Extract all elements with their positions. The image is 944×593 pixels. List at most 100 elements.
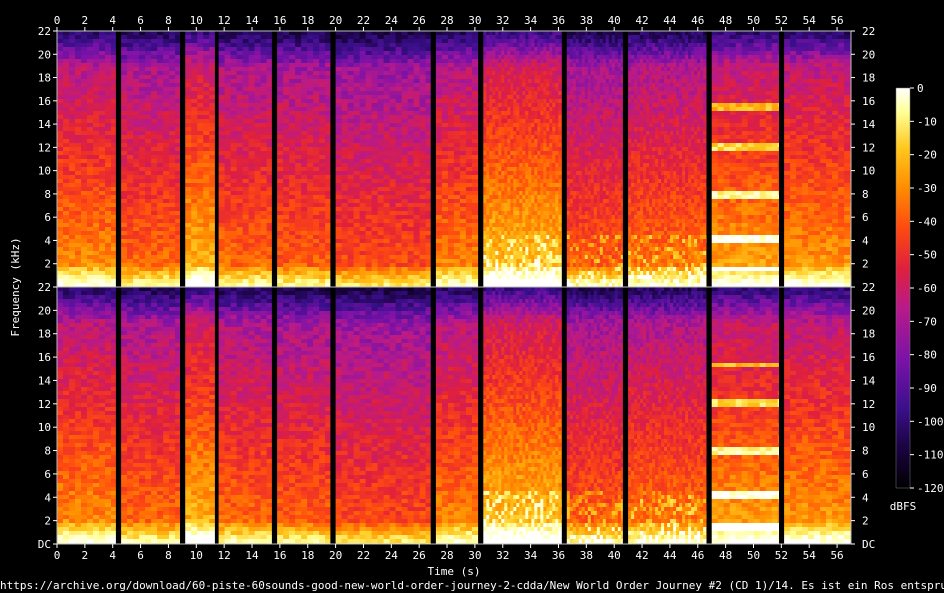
colorbar-tick-label: -70 [917, 315, 937, 328]
x-tick-label-bottom: 8 [165, 549, 172, 562]
x-tick-label-bottom: 50 [747, 549, 760, 562]
x-tick-label-bottom: 2 [82, 549, 89, 562]
segment-3-ch2 [185, 287, 215, 544]
y-tick-label-left: 22 [38, 281, 51, 294]
segment-9-ch1 [567, 31, 623, 287]
x-tick-label-top: 36 [552, 14, 565, 27]
colorbar-tick-label: -10 [917, 115, 937, 128]
x-tick-label-top: 50 [747, 14, 760, 27]
x-tick-label-bottom: 0 [54, 549, 61, 562]
x-tick-label-top: 20 [329, 14, 342, 27]
y-tick-label-left: 10 [38, 165, 51, 178]
x-tick-label-top: 8 [165, 14, 172, 27]
x-tick-label-bottom: 16 [273, 549, 286, 562]
y-tick-label-right: 12 [862, 141, 875, 154]
segment-8-ch1 [483, 31, 561, 287]
segment-11-ch2 [712, 287, 779, 544]
colorbar-tick-label: -60 [917, 282, 937, 295]
x-tick-label-bottom: 28 [440, 549, 453, 562]
x-tick-label-top: 4 [109, 14, 116, 27]
x-tick-label-bottom: 48 [719, 549, 732, 562]
colorbar-tick-label: -40 [917, 215, 937, 228]
x-tick-label-bottom: 38 [580, 549, 593, 562]
y-tick-label-left: 16 [38, 95, 51, 108]
colorbar-tick-label: -90 [917, 382, 937, 395]
x-tick-label-bottom: 22 [357, 549, 370, 562]
y-tick-label-left: 20 [38, 48, 51, 61]
y-tick-label-right: 10 [862, 165, 875, 178]
y-tick-label-right: 12 [862, 398, 875, 411]
y-tick-label-left: 14 [38, 374, 52, 387]
x-tick-label-top: 10 [190, 14, 203, 27]
x-tick-label-bottom: 44 [663, 549, 677, 562]
x-tick-label-bottom: 20 [329, 549, 342, 562]
segment-8-ch2 [483, 287, 561, 544]
y-tick-label-right: 14 [862, 118, 876, 131]
x-tick-label-bottom: 30 [468, 549, 481, 562]
y-tick-label-left: 4 [44, 234, 51, 247]
y-tick-label-right: 16 [862, 351, 875, 364]
x-tick-label-bottom: 4 [109, 549, 116, 562]
y-tick-label-left: 12 [38, 398, 51, 411]
segment-1-ch2 [57, 287, 116, 544]
y-tick-label-right: 8 [862, 188, 869, 201]
x-tick-label-top: 0 [54, 14, 61, 27]
colorbar-tick-label: -80 [917, 349, 937, 362]
x-tick-label-top: 40 [608, 14, 621, 27]
colorbar-tick-label: -20 [917, 149, 937, 162]
y-tick-label-left: 18 [38, 72, 51, 85]
colorbar-tick-label: -50 [917, 249, 937, 262]
segment-9-ch2 [567, 287, 623, 544]
y-tick-label-left: 8 [44, 188, 51, 201]
y-tick-label-right: 18 [862, 72, 875, 85]
y-tick-label-right: 6 [862, 211, 869, 224]
x-tick-label-bottom: 32 [496, 549, 509, 562]
y-tick-label-right: 18 [862, 328, 875, 341]
segment-4-ch1 [219, 31, 272, 287]
colorbar-label: dBFS [890, 500, 917, 513]
x-tick-label-top: 52 [775, 14, 788, 27]
y-tick-label-left: 2 [44, 515, 51, 528]
x-tick-label-top: 24 [385, 14, 399, 27]
x-tick-label-top: 42 [635, 14, 648, 27]
x-tick-label-top: 56 [830, 14, 843, 27]
x-tick-label-top: 32 [496, 14, 509, 27]
segment-6-ch1 [336, 31, 431, 287]
y-tick-label-right: 20 [862, 304, 875, 317]
y-tick-label-right: 10 [862, 421, 875, 434]
y-tick-label-right: 4 [862, 234, 869, 247]
x-tick-label-top: 26 [413, 14, 426, 27]
x-tick-label-top: 54 [803, 14, 817, 27]
x-tick-label-top: 34 [524, 14, 538, 27]
y-tick-label-left: 14 [38, 118, 52, 131]
colorbar-tick-label: -30 [917, 182, 937, 195]
colorbar-ticks: 0-10-20-30-40-50-60-70-80-90-100-110-120 [910, 82, 944, 495]
segment-11-ch1 [712, 31, 779, 287]
x-tick-label-bottom: 12 [218, 549, 231, 562]
y-tick-label-left: 20 [38, 304, 51, 317]
colorbar-tick-label: -110 [917, 449, 944, 462]
channel-upper-spectrogram [57, 31, 851, 287]
segment-4-ch2 [219, 287, 272, 544]
y-tick-label-right: 6 [862, 468, 869, 481]
y-tick-label-left: 4 [44, 491, 51, 504]
x-tick-label-bottom: 18 [301, 549, 314, 562]
colorbar-tick-label: -100 [917, 415, 944, 428]
x-tick-label-bottom: 46 [691, 549, 704, 562]
y-tick-label-left: 18 [38, 328, 51, 341]
x-tick-label-bottom: 56 [830, 549, 843, 562]
x-tick-label-bottom: 52 [775, 549, 788, 562]
colorbar [896, 88, 910, 488]
y-tick-label-right: 20 [862, 48, 875, 61]
y-tick-label-right: 14 [862, 374, 876, 387]
x-tick-label-top: 28 [440, 14, 453, 27]
x-tick-label-bottom: 24 [385, 549, 399, 562]
segment-12-ch1 [784, 31, 851, 287]
x-tick-label-bottom: 54 [803, 549, 817, 562]
y-tick-label-right: 22 [862, 25, 875, 38]
x-tick-label-bottom: 6 [137, 549, 144, 562]
x-tick-label-bottom: 40 [608, 549, 621, 562]
y-tick-label-left: 12 [38, 141, 51, 154]
colorbar-tick-label: -120 [917, 482, 944, 495]
segment-10-ch2 [628, 287, 706, 544]
